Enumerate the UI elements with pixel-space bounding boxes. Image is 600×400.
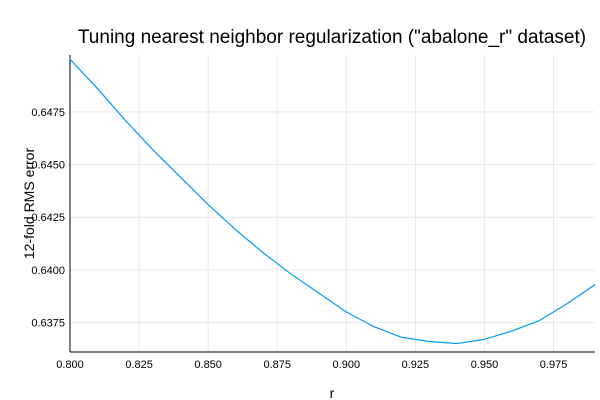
x-tick-label: 0.875 xyxy=(263,359,291,371)
y-tick-label: 0.6475 xyxy=(31,107,65,119)
x-tick-label: 0.925 xyxy=(402,359,430,371)
x-tick-label: 0.975 xyxy=(540,359,568,371)
x-tick-label: 0.850 xyxy=(194,359,222,371)
series-layer xyxy=(69,58,596,345)
x-axis-title: r xyxy=(330,385,335,400)
x-tick-label: 0.800 xyxy=(56,359,84,371)
y-axis-title: 12-fold RMS error xyxy=(21,148,37,260)
series-line xyxy=(69,58,596,345)
y-tick-label: 0.6375 xyxy=(31,318,65,330)
axes xyxy=(69,55,595,353)
y-tick-label: 0.6425 xyxy=(31,212,65,224)
y-tick-label: 0.6450 xyxy=(31,160,65,172)
x-tick-label: 0.950 xyxy=(471,359,499,371)
chart-title: Tuning nearest neighbor regularization (… xyxy=(78,27,586,48)
x-tick-label: 0.825 xyxy=(125,359,153,371)
x-tick-label: 0.900 xyxy=(333,359,361,371)
tick-labels: 0.800 0.825 0.850 0.875 0.900 0.925 0.950 0.975… xyxy=(31,107,567,371)
y-tick-label: 0.6400 xyxy=(31,265,65,277)
grid xyxy=(69,55,595,352)
